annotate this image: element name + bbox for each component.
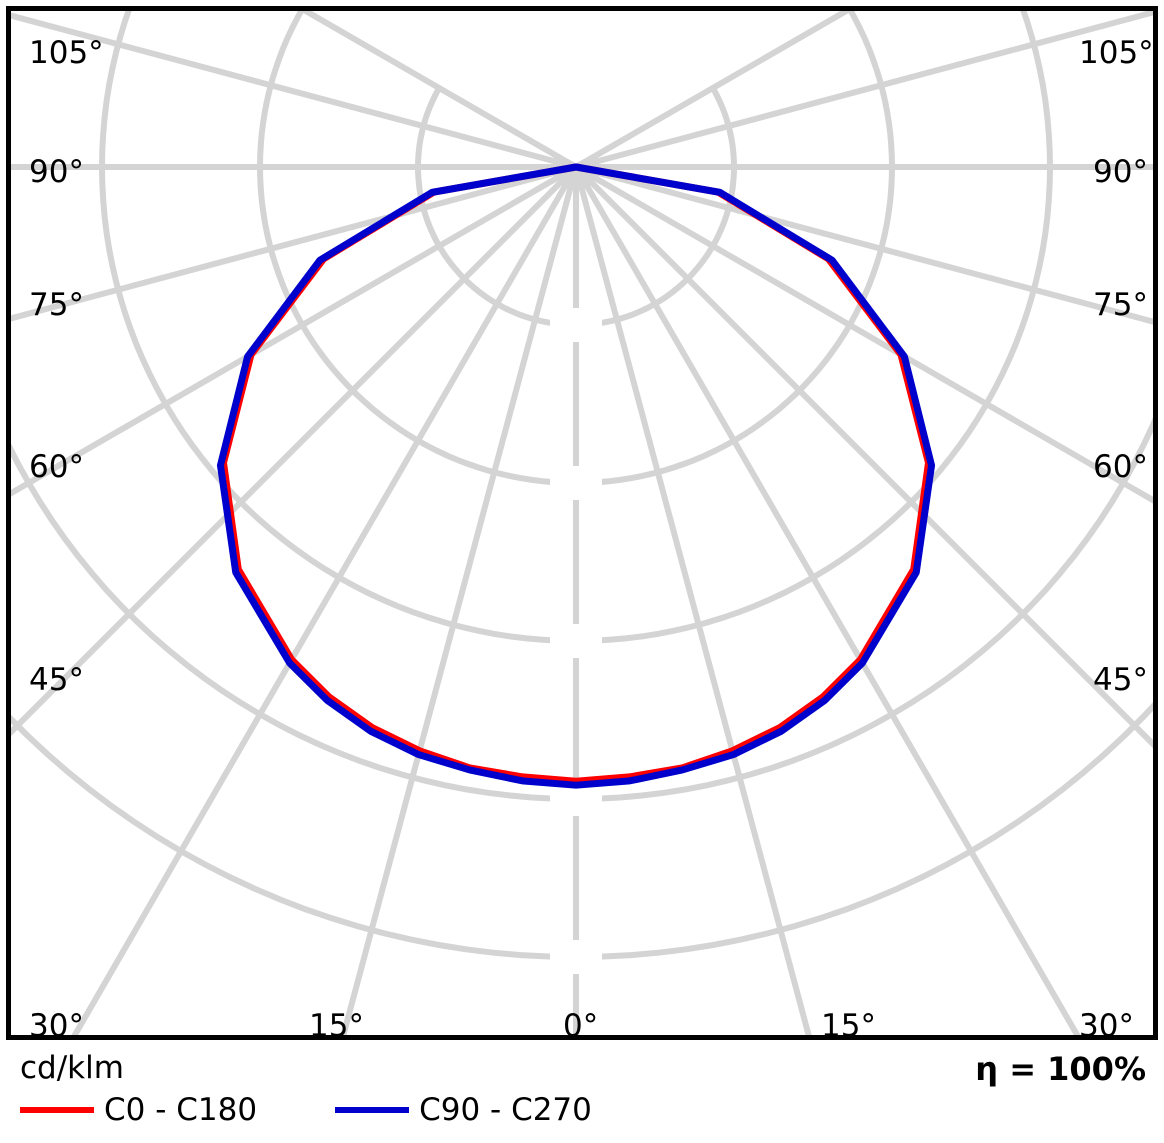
polar-plot-svg: [11, 11, 1153, 1035]
grid-spoke: [573, 164, 1153, 504]
axis-tick-label-bottom-2: 15°: [821, 1008, 876, 1040]
grid-spoke: [573, 164, 812, 1035]
axis-tick-label-bottom-1: 0°: [563, 1008, 599, 1040]
axis-tick-label-bottom-0: 15°: [309, 1008, 364, 1040]
axis-tick-label-left-3: 60°: [29, 449, 84, 485]
grid-spoke: [11, 164, 579, 737]
axis-tick-label-left-2: 75°: [29, 287, 84, 323]
grid-spoke: [573, 11, 853, 170]
radial-scale-gap: [550, 940, 602, 974]
grid-ring: [11, 417, 1153, 803]
legend-entry-c0-c180: C0 - C180: [20, 1092, 257, 1128]
radial-scale-gap: [550, 308, 602, 342]
radial-scale-gap: [550, 466, 602, 500]
axis-tick-label-left-4: 45°: [29, 662, 84, 698]
grid-spoke: [573, 11, 1153, 170]
axis-tick-label-right-3: 60°: [1093, 449, 1148, 485]
unit-label: cd/klm: [20, 1050, 124, 1086]
legend: C0 - C180 C90 - C270: [20, 1092, 592, 1128]
grid-spoke: [11, 164, 579, 497]
polar-plot-area: 105° 90° 75° 60° 45° 30° 105° 90° 75° 60° 45° 30° 15…: [6, 6, 1158, 1040]
efficiency-label: η = 100%: [975, 1050, 1146, 1088]
grid-spoke: [340, 164, 579, 1035]
legend-label: C90 - C270: [419, 1092, 592, 1128]
radial-scale-gap: [550, 624, 602, 658]
axis-tick-label-left-5: 30°: [29, 1008, 84, 1040]
grid-spoke: [71, 164, 579, 1035]
data-curves: [216, 163, 936, 789]
legend-line-swatch-icon: [335, 1107, 410, 1113]
axis-tick-label-right-0: 105°: [1079, 35, 1154, 71]
legend-line-swatch-icon: [20, 1107, 94, 1113]
axis-tick-label-right-4: 45°: [1093, 662, 1148, 698]
data-curve-c90-c270: [216, 163, 936, 789]
axis-tick-label-right-2: 75°: [1093, 287, 1148, 323]
grid-spoke: [11, 12, 579, 170]
chart-footer: cd/klm η = 100% C0 - C180 C90 - C270: [6, 1040, 1158, 1137]
axis-tick-label-right-5: 30°: [1079, 1008, 1134, 1040]
legend-label: C0 - C180: [104, 1092, 258, 1128]
grid-spoke: [299, 11, 579, 170]
grid-spoke: [573, 164, 1081, 1035]
axis-tick-label-right-1: 90°: [1093, 154, 1148, 190]
legend-entry-c90-c270: C90 - C270: [335, 1092, 592, 1128]
axis-tick-label-left-0: 105°: [29, 35, 104, 71]
axis-tick-label-left-1: 90°: [29, 154, 84, 190]
grid-spoke: [573, 164, 1153, 749]
